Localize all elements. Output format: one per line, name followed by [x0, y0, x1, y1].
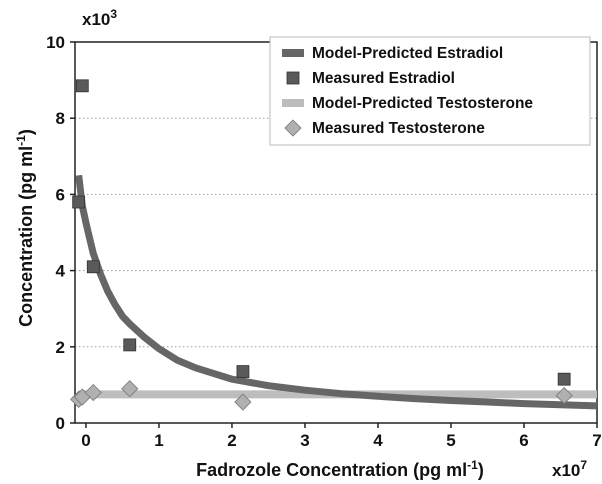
legend-entry: Measured Estradiol [286, 70, 455, 87]
y-tick-label: 6 [56, 185, 65, 204]
legend-label: Measured Testosterone [312, 120, 485, 137]
model-predicted-estradiol-line [75, 174, 598, 410]
y-axis-ticks: 0 2 4 6 8 10 [46, 33, 75, 433]
x-tick-label: 1 [154, 431, 163, 450]
y-tick-label: 8 [56, 109, 65, 128]
x-tick-label: 7 [592, 431, 601, 450]
measured-testosterone-point [121, 380, 139, 398]
measured-estradiol-point [236, 365, 250, 378]
legend-swatch-line [282, 49, 304, 57]
x-tick-label: 5 [446, 431, 455, 450]
x-tick-label: 6 [519, 431, 528, 450]
legend-label: Measured Estradiol [312, 70, 455, 87]
x-tick-label: 0 [81, 431, 90, 450]
legend-swatch-line [282, 99, 304, 107]
legend-label: Model-Predicted Testosterone [312, 95, 533, 112]
measured-testosterone-point [84, 383, 102, 402]
x-axis-label: Fadrozole Concentration (pg ml-1) [196, 458, 484, 480]
y-tick-label: 4 [56, 262, 66, 281]
legend-label: Model-Predicted Estradiol [312, 45, 503, 62]
measured-estradiol-point [72, 195, 86, 209]
y-tick-label: 0 [56, 414, 65, 433]
legend-swatch-square [286, 71, 300, 85]
legend: Model-Predicted Estradiol Measured Estrad… [269, 36, 591, 146]
x-multiplier: x107 [552, 458, 587, 480]
measured-estradiol-point [75, 79, 89, 93]
legend-entry: Measured Testosterone [284, 119, 485, 137]
legend-box [269, 36, 591, 146]
measured-estradiol-point [123, 338, 137, 352]
y-tick-label: 10 [46, 33, 65, 52]
measured-estradiol-point [557, 372, 571, 386]
y-axis-label: Concentration (pg ml-1) [14, 129, 36, 327]
legend-entry: Model-Predicted Testosterone [282, 95, 533, 112]
measured-testosterone-point [234, 393, 252, 411]
legend-entry: Model-Predicted Estradiol [282, 45, 503, 62]
x-tick-label: 2 [227, 431, 236, 450]
y-tick-label: 2 [56, 338, 65, 357]
x-tick-label: 4 [373, 431, 383, 450]
series-layer [70, 79, 598, 411]
measured-estradiol-point [86, 260, 100, 274]
measured-testosterone-point [555, 387, 573, 405]
legend-swatch-diamond [284, 119, 302, 137]
x-tick-label: 3 [300, 431, 309, 450]
y-multiplier: x103 [82, 7, 117, 29]
x-axis-ticks: 0 1 2 3 4 5 6 7 [81, 423, 602, 450]
